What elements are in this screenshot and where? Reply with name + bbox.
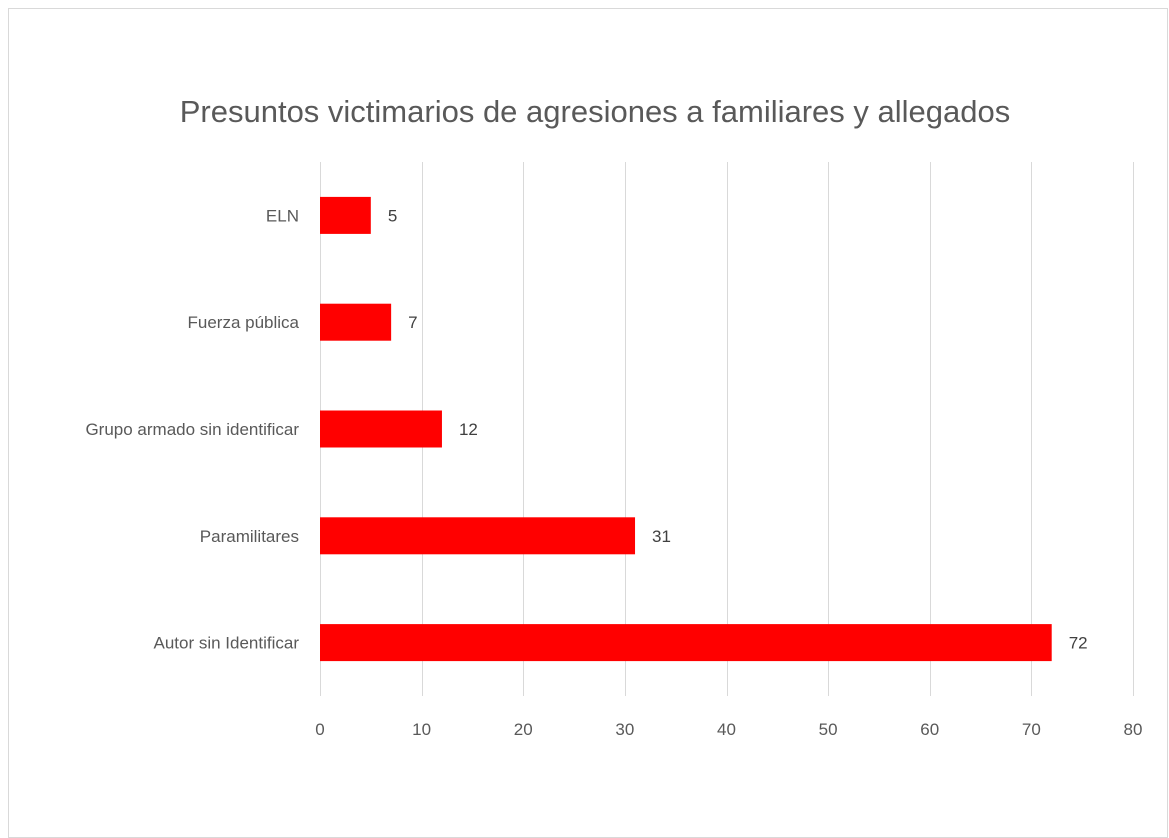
category-labels: ELN Fuerza pública Grupo armado sin identi…: [85, 206, 299, 652]
x-tick-label: 70: [1022, 720, 1041, 739]
x-tick-label: 60: [920, 720, 939, 739]
x-tick-label: 80: [1124, 720, 1143, 739]
data-label: 72: [1069, 634, 1088, 653]
category-label: Paramilitares: [200, 527, 299, 546]
gridlines: [320, 162, 1134, 696]
x-tick-label: 10: [412, 720, 431, 739]
chart-title: Presuntos victimarios de agresiones a fa…: [180, 94, 1011, 129]
data-label: 5: [388, 206, 397, 225]
category-label: ELN: [266, 206, 299, 225]
x-tick-label: 20: [514, 720, 533, 739]
data-label: 31: [652, 527, 671, 546]
data-labels: 5 7 12 31 72: [388, 206, 1088, 652]
category-label: Fuerza pública: [187, 313, 299, 332]
data-label: 12: [459, 420, 478, 439]
bar: [320, 624, 1052, 662]
chart-frame: [8, 8, 1168, 838]
bar: [320, 303, 392, 341]
bar: [320, 196, 371, 234]
category-label: Autor sin Identificar: [153, 634, 299, 653]
bar-chart: Presuntos victimarios de agresiones a fa…: [85, 94, 1142, 739]
x-tick-label: 0: [315, 720, 324, 739]
x-tick-label: 30: [615, 720, 634, 739]
x-axis-ticks: 0 10 20 30 40 50 60 70 80: [315, 720, 1142, 739]
category-label: Grupo armado sin identificar: [85, 420, 299, 439]
data-label: 7: [408, 313, 417, 332]
bars: [320, 196, 1052, 662]
bar: [320, 410, 442, 448]
x-tick-label: 40: [717, 720, 736, 739]
bar: [320, 517, 636, 555]
x-tick-label: 50: [819, 720, 838, 739]
